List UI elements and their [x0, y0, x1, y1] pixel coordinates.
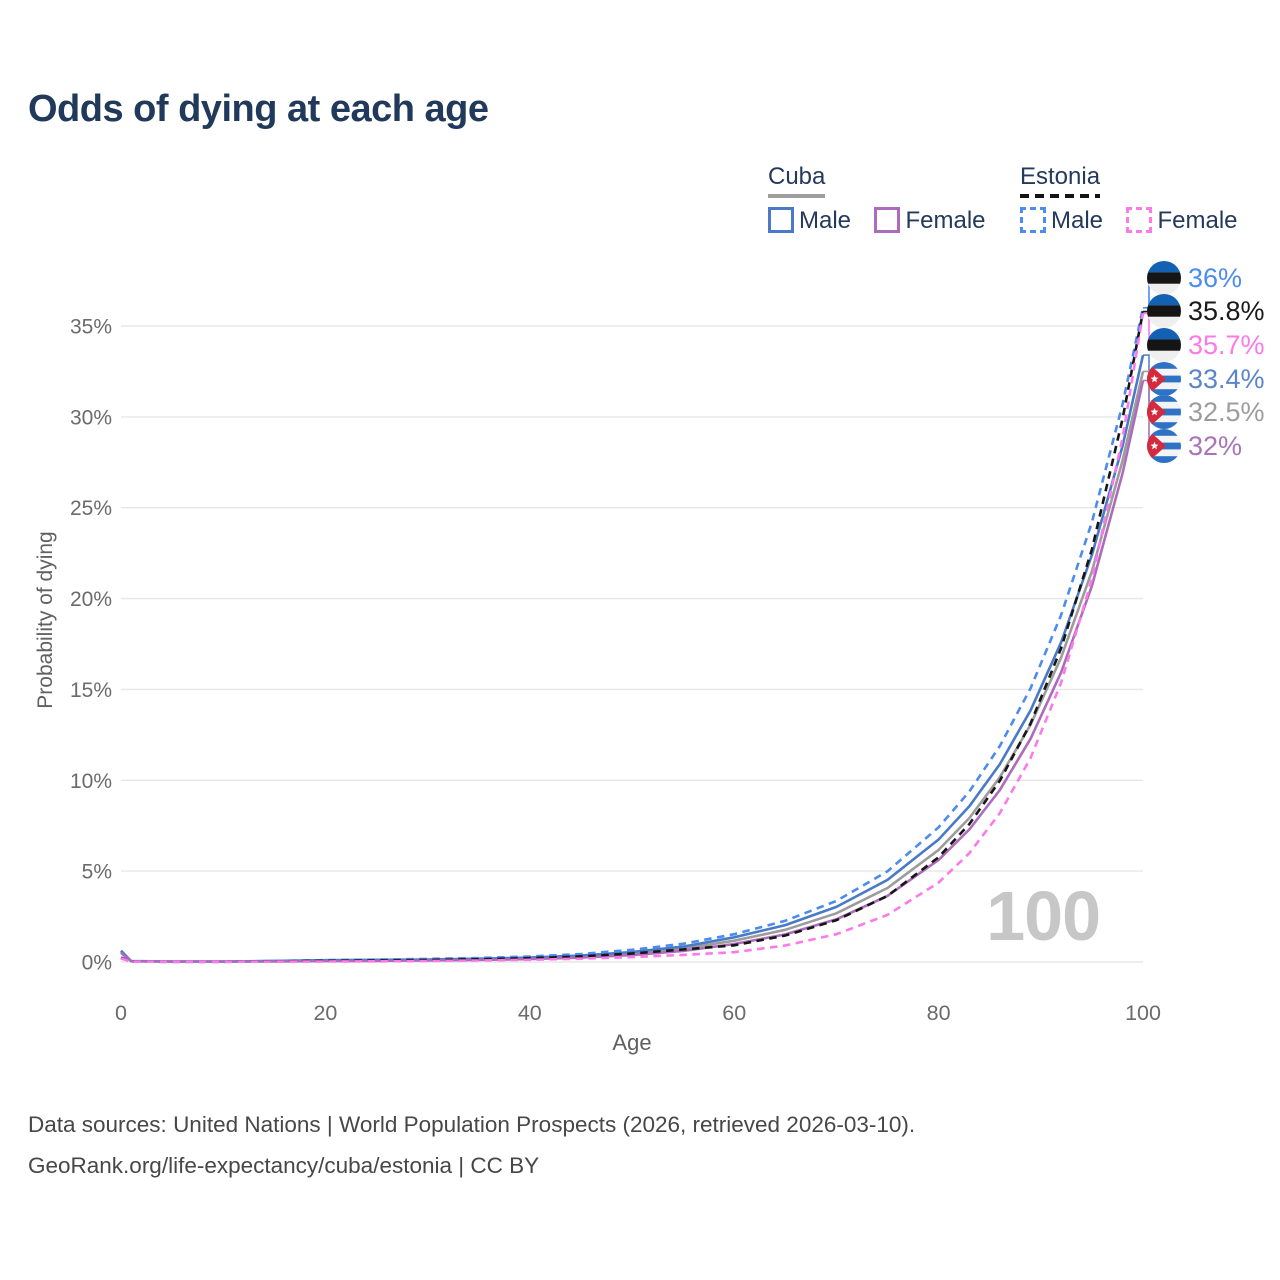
- end-label-estonia-male: 36%: [1147, 261, 1242, 295]
- end-value-cuba-female: 32%: [1188, 430, 1243, 461]
- legend-estonia-female-label: Female: [1157, 207, 1238, 234]
- page-title: Odds of dying at each age: [28, 88, 489, 130]
- end-label-cuba-total: 32.5%: [1147, 395, 1265, 429]
- series-line-estonia-male[interactable]: [120, 307, 1145, 963]
- legend-cuba-header[interactable]: Cuba: [768, 163, 826, 198]
- estonia-male-swatch-icon: [1020, 207, 1046, 233]
- legend-estonia-header[interactable]: Estonia: [1020, 163, 1101, 198]
- end-value-estonia-total: 35.8%: [1188, 295, 1265, 326]
- end-label-estonia-total: 35.8%: [1147, 294, 1265, 328]
- cuba-flag-icon: [1147, 429, 1181, 463]
- cuba-female-swatch-icon: [874, 207, 901, 233]
- cuba-flag-icon: [1147, 395, 1181, 429]
- legend-cuba-female-label: Female: [905, 207, 986, 234]
- end-label-estonia-female: 35.7%: [1147, 328, 1265, 362]
- series-line-cuba-total[interactable]: [120, 371, 1145, 963]
- x-tick-label: 20: [313, 1001, 337, 1025]
- legend-group-cuba: Cuba Male Female: [768, 163, 1005, 235]
- y-tick-label: 10%: [70, 770, 112, 793]
- x-tick-label: 100: [1125, 1001, 1161, 1025]
- y-tick-label: 0%: [82, 952, 112, 975]
- legend-estonia-label: Estonia: [1020, 163, 1101, 190]
- end-value-cuba-total: 32.5%: [1188, 396, 1265, 427]
- end-value-estonia-female: 35.7%: [1188, 329, 1265, 360]
- end-label-cuba-male: 33.4%: [1147, 362, 1265, 396]
- estonia-flag-icon: [1147, 328, 1181, 362]
- x-axis-title: Age: [612, 1030, 652, 1055]
- series-line-cuba-female[interactable]: [120, 380, 1145, 963]
- cuba-male-swatch-icon: [768, 207, 794, 233]
- y-tick-label: 25%: [70, 497, 112, 520]
- footer-sources-line: Data sources: United Nations | World Pop…: [28, 1112, 916, 1137]
- estonia-flag-icon: [1147, 261, 1181, 295]
- legend-estonia-male-label: Male: [1051, 207, 1104, 234]
- estonia-dashed-line-swatch: [1020, 194, 1101, 198]
- legend-group-estonia: Estonia Male Female: [1020, 163, 1257, 235]
- cuba-flag-icon: [1147, 362, 1181, 396]
- x-tick-label: 0: [115, 1001, 127, 1025]
- x-tick-label: 40: [518, 1001, 542, 1025]
- legend-cuba-label: Cuba: [768, 163, 826, 190]
- x-tick-label: 80: [927, 1001, 951, 1025]
- cuba-solid-line-swatch: [768, 194, 826, 198]
- estonia-female-swatch-icon: [1126, 207, 1153, 233]
- legend-estonia-female[interactable]: Female: [1126, 207, 1238, 235]
- end-value-estonia-male: 36%: [1188, 262, 1243, 293]
- end-value-cuba-male: 33.4%: [1188, 363, 1265, 394]
- y-axis-title: Probability of dying: [34, 531, 57, 709]
- legend-cuba-male[interactable]: Male: [768, 207, 851, 235]
- data-sources-footer: Data sources: United Nations | World Pop…: [28, 1104, 915, 1186]
- x-tick-label: 60: [722, 1001, 746, 1025]
- end-label-cuba-female: 32%: [1147, 429, 1242, 463]
- legend-cuba-male-label: Male: [799, 207, 852, 234]
- legend-estonia-male[interactable]: Male: [1020, 207, 1103, 235]
- series-line-estonia-female[interactable]: [120, 313, 1145, 964]
- y-tick-label: 5%: [82, 861, 112, 884]
- estonia-flag-icon: [1147, 294, 1181, 328]
- legend-cuba-female[interactable]: Female: [874, 207, 986, 235]
- y-tick-label: 30%: [70, 406, 112, 429]
- y-tick-label: 15%: [70, 679, 112, 702]
- age-counter-watermark: 100: [986, 877, 1101, 955]
- series-line-estonia-total[interactable]: [120, 311, 1145, 964]
- y-tick-label: 35%: [70, 316, 112, 339]
- y-tick-label: 20%: [70, 588, 112, 611]
- footer-attribution-line: GeoRank.org/life-expectancy/cuba/estonia…: [28, 1153, 540, 1178]
